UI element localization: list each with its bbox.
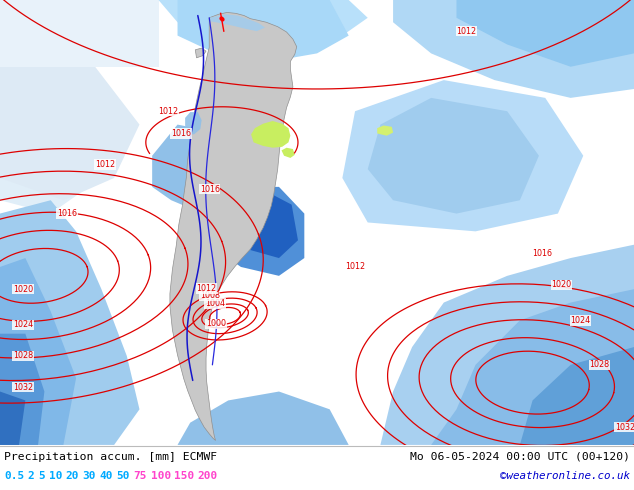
Polygon shape — [235, 191, 298, 258]
Text: 1016: 1016 — [57, 209, 77, 218]
Polygon shape — [185, 112, 202, 134]
Text: 1032: 1032 — [13, 383, 33, 392]
Polygon shape — [281, 147, 295, 158]
Text: 75: 75 — [134, 471, 147, 481]
Text: 0.5: 0.5 — [4, 471, 24, 481]
Text: 1016: 1016 — [533, 249, 553, 258]
Polygon shape — [152, 124, 241, 214]
Polygon shape — [0, 200, 139, 445]
Polygon shape — [216, 187, 304, 276]
Text: 1004: 1004 — [205, 299, 225, 308]
Text: 40: 40 — [100, 471, 113, 481]
Text: 150: 150 — [174, 471, 194, 481]
Polygon shape — [431, 289, 634, 445]
Text: 1012: 1012 — [197, 284, 217, 293]
Bar — [0, 0, 158, 67]
Text: ©weatheronline.co.uk: ©weatheronline.co.uk — [500, 471, 630, 481]
Text: 1012: 1012 — [346, 263, 366, 271]
Text: 1020: 1020 — [552, 280, 572, 289]
Text: Mo 06-05-2024 00:00 UTC (00+120): Mo 06-05-2024 00:00 UTC (00+120) — [410, 452, 630, 462]
Text: 1016: 1016 — [200, 185, 220, 194]
Polygon shape — [349, 245, 634, 445]
Text: 30: 30 — [82, 471, 96, 481]
Polygon shape — [209, 14, 265, 31]
Polygon shape — [195, 48, 206, 58]
Polygon shape — [0, 392, 25, 445]
Text: 1016: 1016 — [171, 129, 191, 138]
Polygon shape — [377, 125, 393, 136]
Text: 2: 2 — [27, 471, 34, 481]
Text: Precipitation accum. [mm] ECMWF: Precipitation accum. [mm] ECMWF — [4, 452, 217, 462]
Text: 5: 5 — [38, 471, 45, 481]
Polygon shape — [178, 0, 349, 62]
Text: 1012: 1012 — [456, 26, 477, 36]
Text: 20: 20 — [65, 471, 79, 481]
Text: 1028: 1028 — [590, 360, 610, 369]
Polygon shape — [158, 0, 368, 53]
Polygon shape — [368, 98, 539, 214]
Polygon shape — [393, 0, 634, 98]
Text: 1000: 1000 — [206, 319, 226, 328]
Text: 1024: 1024 — [571, 316, 591, 325]
Polygon shape — [342, 80, 583, 231]
Text: 1012: 1012 — [158, 107, 179, 116]
Polygon shape — [0, 0, 139, 200]
Polygon shape — [251, 121, 290, 147]
Text: 100: 100 — [150, 471, 171, 481]
Text: 1020: 1020 — [13, 285, 33, 294]
Text: 1032: 1032 — [615, 422, 634, 432]
Polygon shape — [178, 392, 349, 445]
Text: 1024: 1024 — [13, 320, 33, 329]
Polygon shape — [495, 347, 634, 445]
Text: 200: 200 — [198, 471, 217, 481]
Polygon shape — [0, 334, 44, 445]
Polygon shape — [456, 0, 634, 67]
Polygon shape — [0, 258, 76, 445]
Text: 10: 10 — [48, 471, 62, 481]
Text: 1008: 1008 — [200, 292, 220, 300]
Text: 1012: 1012 — [95, 160, 115, 169]
Text: 50: 50 — [117, 471, 130, 481]
Text: 1028: 1028 — [13, 351, 33, 361]
Polygon shape — [170, 12, 297, 441]
Polygon shape — [0, 36, 114, 214]
